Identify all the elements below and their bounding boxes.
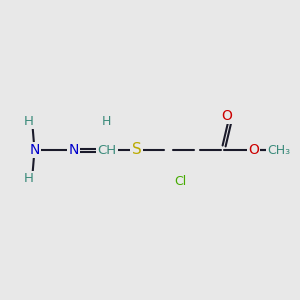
Text: Cl: Cl	[174, 175, 186, 188]
Text: H: H	[24, 115, 33, 128]
Text: CH₃: CH₃	[267, 143, 290, 157]
Text: CH: CH	[98, 143, 117, 157]
Text: O: O	[221, 109, 232, 122]
Text: H: H	[102, 115, 111, 128]
Text: N: N	[68, 143, 79, 157]
Text: O: O	[248, 143, 259, 157]
Text: N: N	[29, 143, 40, 157]
Text: S: S	[132, 142, 141, 158]
Text: H: H	[24, 172, 33, 185]
